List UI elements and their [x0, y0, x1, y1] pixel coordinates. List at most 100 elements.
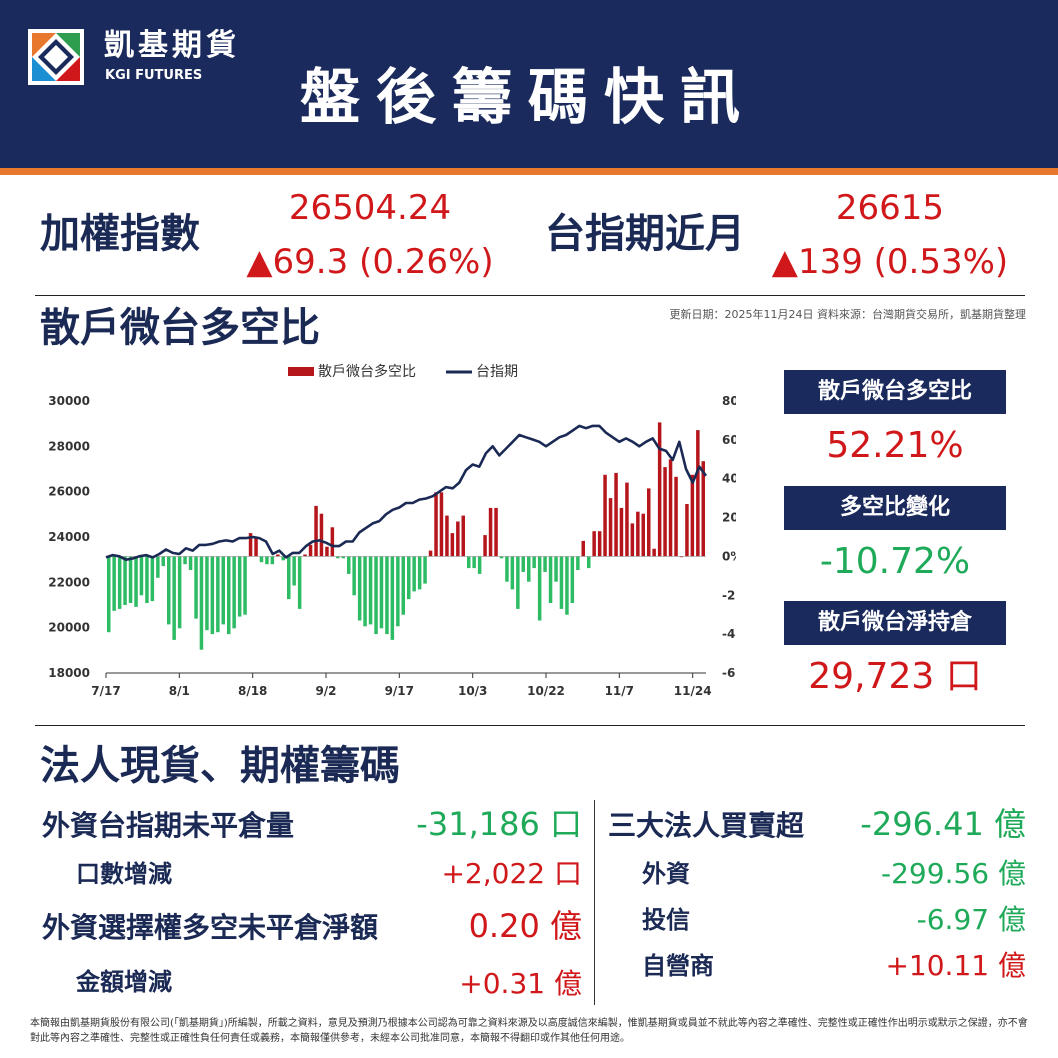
- ratio-bar: [199, 556, 204, 650]
- ratio-bar: [494, 507, 498, 557]
- ratio-bar: [297, 556, 302, 609]
- brand-name-en: KGI FUTURES: [105, 68, 203, 83]
- ratio-bar: [428, 550, 433, 557]
- x-tick-label: 10/3: [458, 684, 487, 698]
- kgi-logo-icon: [28, 29, 84, 85]
- ratio-bar: [537, 556, 542, 621]
- ratio-bar: [139, 556, 144, 596]
- legend-line-label: 台指期: [476, 364, 518, 380]
- x-tick-label: 8/18: [238, 684, 267, 698]
- ratio-bar: [608, 498, 613, 557]
- ratio-bar: [396, 556, 400, 627]
- retail-ratio-value: 52.21%: [826, 425, 964, 466]
- ratio-bar: [336, 556, 340, 559]
- ratio-bar: [314, 505, 318, 557]
- ratio-bar: [587, 556, 591, 569]
- y-right-tick-label: 40%: [722, 472, 736, 486]
- ratio-bar: [412, 556, 416, 592]
- institutional-section-title: 法人現貨、期權籌碼: [40, 743, 400, 789]
- ratio-bar: [210, 556, 215, 635]
- ratio-bar: [352, 556, 356, 596]
- big3-net-label: 三大法人買賣超: [608, 809, 805, 842]
- ratio-bar: [401, 556, 405, 615]
- ratio-bar: [450, 533, 455, 557]
- futures-value: 26615: [835, 188, 945, 228]
- x-tick-label: 8/1: [169, 684, 190, 698]
- ratio-bar: [685, 504, 689, 557]
- retail-net-value: 29,723 口: [808, 656, 982, 697]
- ratio-bar: [254, 537, 258, 557]
- ratio-bar: [270, 556, 275, 565]
- ratio-bar: [488, 507, 493, 557]
- ratio-bar: [696, 430, 700, 557]
- ratio-bars: [107, 422, 705, 650]
- dealer-label: 自營商: [642, 952, 714, 980]
- retail-ratio-box: 散戶微台多空比: [784, 370, 1006, 414]
- contract-change-value: +2,022 口: [441, 857, 582, 890]
- ratio-change-box: 多空比變化: [784, 486, 1006, 530]
- x-tick-label: 11/24: [674, 684, 712, 698]
- x-tick-label: 9/17: [385, 684, 414, 698]
- amount-change-value: +0.31 億: [459, 967, 582, 1000]
- ratio-bar: [510, 556, 515, 590]
- ratio-bar: [172, 556, 176, 640]
- foreign-label: 外資: [642, 860, 690, 888]
- ratio-bar: [221, 556, 225, 625]
- ratio-bar: [679, 556, 684, 558]
- ratio-bar: [668, 459, 673, 557]
- y-right-tick-label: 0%: [722, 549, 736, 563]
- brand-name-zh: 凱基期貨: [104, 28, 240, 63]
- taiex-change: ▲69.3 (0.26%): [246, 242, 494, 282]
- divider-top: [35, 295, 1025, 296]
- ratio-bar: [477, 556, 482, 574]
- ratio-bar: [630, 523, 635, 557]
- y-left-tick-label: 22000: [48, 575, 90, 589]
- ratio-bar: [248, 533, 253, 557]
- ratio-bar: [663, 467, 667, 557]
- y-left-tick-label: 20000: [48, 621, 90, 635]
- ratio-bar: [368, 556, 373, 625]
- ratio-bar: [614, 472, 618, 557]
- ratio-bar: [117, 556, 122, 609]
- taiex-label: 加權指數: [40, 211, 200, 257]
- ratio-bar: [134, 556, 138, 607]
- ratio-bar: [521, 556, 525, 572]
- y-left-tick-label: 24000: [48, 530, 90, 544]
- contract-change-label: 口數增減: [76, 860, 172, 888]
- ratio-bar: [107, 556, 111, 633]
- y-left-tick-label: 26000: [48, 485, 90, 499]
- ratio-bar: [227, 556, 231, 635]
- ratio-bar: [379, 556, 384, 629]
- ratio-bar: [472, 556, 476, 569]
- ratio-bar: [276, 554, 280, 557]
- retail-net-box: 散戶微台淨持倉: [784, 601, 1006, 645]
- ratio-bar: [690, 474, 695, 557]
- chart-axes: 18000 20000 22000 24000 26000 28000 30000 -60% -…: [48, 394, 736, 698]
- ratio-bar: [636, 511, 640, 557]
- ratio-bar: [527, 556, 531, 582]
- retail-ratio-chart: 散戶微台多空比 台指期 18000 20000 22000 24000 26000 280…: [48, 363, 736, 698]
- legend-bar-label: 散戶微台多空比: [318, 363, 416, 380]
- ratio-bar: [177, 556, 182, 629]
- trust-label: 投信: [642, 906, 690, 934]
- foreign-options-net-label: 外資選擇權多空未平倉淨額: [42, 911, 379, 944]
- ratio-bar: [674, 476, 678, 557]
- ratio-bar: [308, 544, 313, 557]
- ratio-bar: [619, 507, 624, 557]
- ratio-bar: [592, 531, 596, 557]
- y-right-tick-label: 60%: [722, 433, 736, 447]
- ratio-bar: [237, 556, 242, 617]
- ratio-bar: [554, 556, 558, 582]
- y-right-tick-label: -40%: [722, 627, 736, 641]
- ratio-bar: [357, 556, 362, 621]
- ratio-bar: [188, 556, 193, 570]
- ratio-bar: [559, 556, 564, 609]
- ratio-bar: [325, 546, 329, 557]
- foreign-options-net-value: 0.20 億: [468, 907, 582, 945]
- ratio-bar: [259, 556, 264, 563]
- ratio-bar: [112, 556, 116, 611]
- ratio-bar: [287, 556, 291, 600]
- y-left-tick-label: 18000: [48, 666, 90, 680]
- ratio-bar: [603, 474, 607, 557]
- ratio-bar: [516, 556, 520, 609]
